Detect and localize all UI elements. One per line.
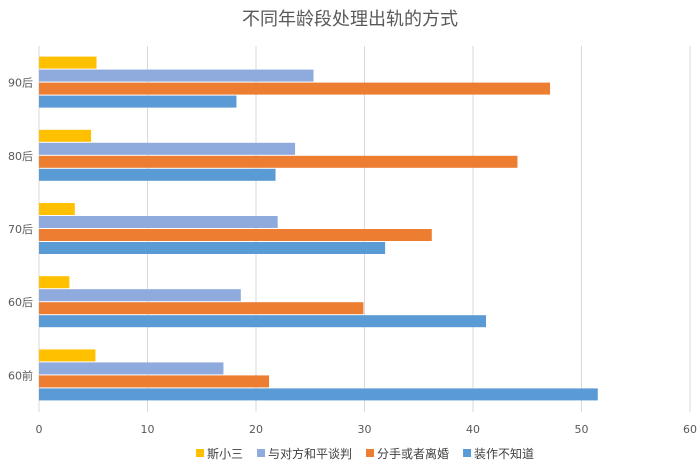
bar [39, 276, 70, 289]
x-tick-label: 20 [249, 423, 263, 436]
bar [39, 229, 432, 241]
category-labels: 90后 80后 70后 60后 60前 [8, 77, 33, 383]
bar [39, 95, 237, 108]
bar [39, 289, 241, 302]
x-tick-label: 40 [466, 423, 480, 436]
bar [39, 129, 92, 142]
legend-label: 与对方和平谈判 [268, 446, 352, 461]
x-tick-label: 10 [141, 423, 155, 436]
legend-item: 装作不知道 [463, 447, 534, 461]
bar [39, 302, 364, 315]
legend-label: 分手或者离婚 [377, 446, 449, 461]
bar [39, 56, 97, 69]
bar [39, 349, 96, 362]
bar [39, 155, 518, 168]
bar [39, 69, 314, 82]
legend-swatch [196, 449, 204, 457]
category-label: 60后 [8, 296, 33, 309]
x-tick-label: 0 [36, 423, 43, 436]
bar [39, 142, 296, 155]
bar [39, 168, 276, 181]
bar [39, 216, 278, 228]
legend-item: 与对方和平谈判 [257, 446, 352, 461]
bar [39, 362, 224, 375]
category-label: 70后 [8, 223, 33, 236]
bar [39, 388, 598, 401]
bar [39, 203, 75, 215]
bar [39, 315, 487, 328]
bar [39, 242, 386, 254]
x-tick-labels: 0 10 20 30 40 50 60 [36, 423, 698, 436]
category-label: 60前 [8, 368, 33, 382]
bar [39, 82, 551, 95]
x-tick-label: 60 [683, 423, 697, 436]
legend-item: 分手或者离婚 [366, 446, 449, 461]
legend-swatch [463, 449, 472, 457]
category-label: 80后 [8, 150, 33, 163]
bar [39, 375, 270, 388]
category-label: 90后 [8, 77, 33, 90]
chart-title: 不同年龄段处理出轨的方式 [242, 9, 458, 30]
legend-label: 斯小三 [207, 447, 243, 461]
x-tick-label: 50 [575, 423, 589, 436]
bars [39, 56, 598, 401]
legend: 斯小三 与对方和平谈判 分手或者离婚 装作不知道 [196, 446, 534, 461]
legend-swatch [366, 449, 375, 457]
legend-label: 装作不知道 [474, 447, 534, 461]
x-tick-label: 30 [358, 423, 372, 436]
legend-item: 斯小三 [196, 447, 243, 461]
legend-swatch [257, 449, 266, 457]
